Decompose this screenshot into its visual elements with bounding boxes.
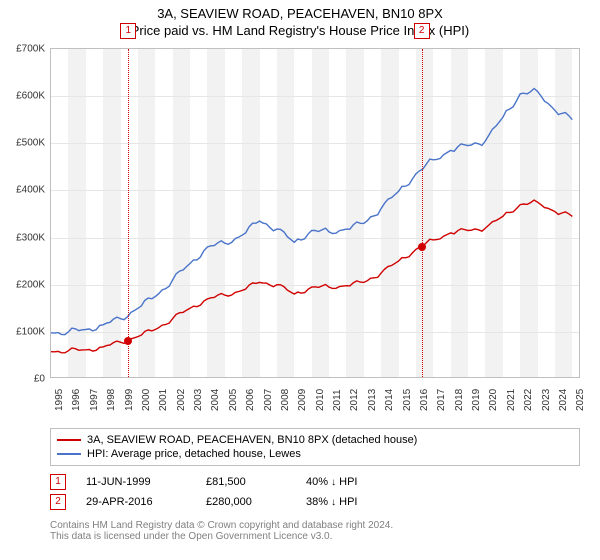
x-axis-label: 2020 xyxy=(488,389,499,411)
x-axis-label: 2014 xyxy=(384,389,395,411)
y-axis-label: £500K xyxy=(1,138,45,149)
sale-date: 11-JUN-1999 xyxy=(86,476,186,488)
x-axis-label: 2008 xyxy=(280,389,291,411)
legend-swatch xyxy=(57,439,81,441)
legend-swatch xyxy=(57,453,81,455)
sale-price: £280,000 xyxy=(206,496,286,508)
x-axis-label: 2022 xyxy=(523,389,534,411)
x-axis-label: 2023 xyxy=(541,389,552,411)
y-axis-label: £400K xyxy=(1,185,45,196)
sale-vs-hpi: 38% ↓ HPI xyxy=(306,496,406,508)
chart-svg xyxy=(51,49,579,377)
y-axis-label: £700K xyxy=(1,44,45,55)
sale-marker xyxy=(418,243,426,251)
sales-table: 1 11-JUN-1999 £81,500 40% ↓ HPI 2 29-APR-2016… xyxy=(50,472,580,512)
footer-line2: This data is licensed under the Open Gov… xyxy=(50,531,580,542)
x-axis-label: 1998 xyxy=(106,389,117,411)
x-axis-label: 2006 xyxy=(245,389,256,411)
x-axis-label: 2010 xyxy=(315,389,326,411)
sale-row: 2 29-APR-2016 £280,000 38% ↓ HPI xyxy=(50,492,580,512)
x-axis-label: 2021 xyxy=(506,389,517,411)
sale-price: £81,500 xyxy=(206,476,286,488)
sale-event-line xyxy=(128,49,129,377)
legend-label: HPI: Average price, detached house, Lewe… xyxy=(87,448,301,460)
x-axis-label: 2002 xyxy=(176,389,187,411)
sale-marker xyxy=(124,337,132,345)
sale-row-badge: 1 xyxy=(50,474,66,490)
x-axis-label: 2000 xyxy=(141,389,152,411)
x-axis-label: 1999 xyxy=(124,389,135,411)
x-axis-label: 1997 xyxy=(89,389,100,411)
x-axis-label: 2025 xyxy=(575,389,586,411)
y-axis-label: £100K xyxy=(1,326,45,337)
footer-line1: Contains HM Land Registry data © Crown c… xyxy=(50,520,580,531)
chart-legend: 3A, SEAVIEW ROAD, PEACEHAVEN, BN10 8PX (… xyxy=(50,428,580,466)
x-axis-label: 2001 xyxy=(158,389,169,411)
y-axis-label: £0 xyxy=(1,374,45,385)
x-axis-label: 2003 xyxy=(193,389,204,411)
x-axis-label: 2018 xyxy=(454,389,465,411)
x-axis-label: 2017 xyxy=(436,389,447,411)
x-axis-label: 1995 xyxy=(54,389,65,411)
footer-attribution: Contains HM Land Registry data © Crown c… xyxy=(50,520,580,542)
title-address: 3A, SEAVIEW ROAD, PEACEHAVEN, BN10 8PX xyxy=(0,0,600,21)
y-axis-label: £300K xyxy=(1,232,45,243)
y-axis-label: £600K xyxy=(1,91,45,102)
x-axis-label: 2012 xyxy=(349,389,360,411)
sale-event-line xyxy=(422,49,423,377)
legend-label: 3A, SEAVIEW ROAD, PEACEHAVEN, BN10 8PX (… xyxy=(87,434,417,446)
x-axis-label: 2019 xyxy=(471,389,482,411)
x-axis-label: 2005 xyxy=(228,389,239,411)
sale-row: 1 11-JUN-1999 £81,500 40% ↓ HPI xyxy=(50,472,580,492)
title-subtitle: Price paid vs. HM Land Registry's House … xyxy=(0,21,600,38)
sale-event-badge: 1 xyxy=(120,23,136,39)
x-axis-label: 2016 xyxy=(419,389,430,411)
x-axis-label: 2004 xyxy=(210,389,221,411)
x-axis-label: 2015 xyxy=(402,389,413,411)
x-axis-label: 2013 xyxy=(367,389,378,411)
line-chart: £0£100K£200K£300K£400K£500K£600K£700K199… xyxy=(50,48,580,378)
legend-item: HPI: Average price, detached house, Lewe… xyxy=(57,447,573,461)
sale-vs-hpi: 40% ↓ HPI xyxy=(306,476,406,488)
legend-item: 3A, SEAVIEW ROAD, PEACEHAVEN, BN10 8PX (… xyxy=(57,433,573,447)
sale-event-badge: 2 xyxy=(414,23,430,39)
sale-date: 29-APR-2016 xyxy=(86,496,186,508)
x-axis-label: 2024 xyxy=(558,389,569,411)
x-axis-label: 1996 xyxy=(71,389,82,411)
sale-row-badge: 2 xyxy=(50,494,66,510)
x-axis-label: 2009 xyxy=(297,389,308,411)
x-axis-label: 2011 xyxy=(332,389,343,411)
x-axis-label: 2007 xyxy=(263,389,274,411)
y-axis-label: £200K xyxy=(1,279,45,290)
